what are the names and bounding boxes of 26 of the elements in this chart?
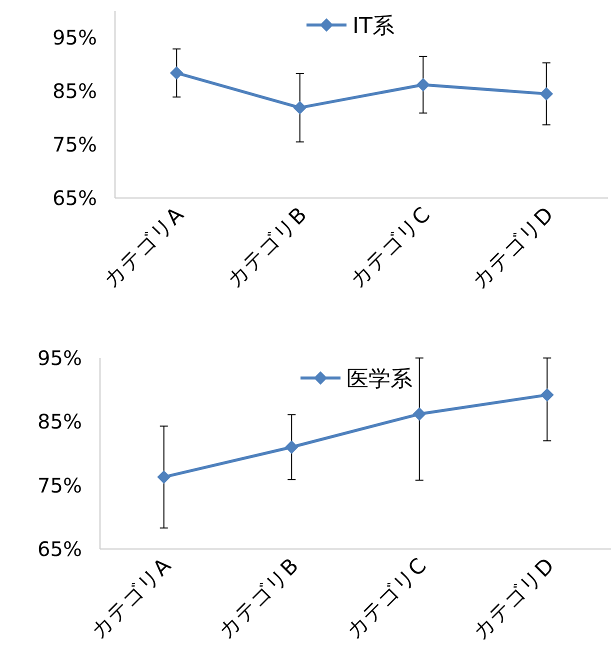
point [285, 440, 298, 454]
x-tick-label: カテゴリC [341, 554, 431, 644]
x-tick-label: カテゴリB [214, 554, 304, 643]
x-tick-label: カテゴリB [222, 202, 312, 292]
x-tick-label: カテゴリD [467, 202, 558, 294]
point [540, 87, 553, 100]
x-tick-label: カテゴリD [468, 554, 559, 644]
x-tick-label: カテゴリA [98, 202, 189, 292]
y-tick-label: 75% [38, 473, 82, 498]
point [170, 66, 184, 80]
point [412, 408, 426, 421]
legend-label: 医学系 [346, 367, 412, 392]
legend-label: IT系 [352, 14, 394, 39]
x-tick-label: カテゴリC [345, 202, 435, 292]
y-tick-label: 65% [38, 537, 82, 561]
point [157, 470, 170, 484]
point [540, 388, 554, 402]
point [293, 101, 306, 114]
x-tick-label: カテゴリA [86, 553, 176, 643]
y-tick-label: 75% [52, 132, 97, 157]
y-tick-label: 85% [38, 410, 82, 434]
y-tick-label: 95% [38, 346, 82, 370]
y-tick-label: 85% [52, 79, 97, 104]
y-tick-label: 95% [52, 26, 97, 50]
y-tick-label: 65% [52, 186, 97, 210]
point [416, 78, 430, 92]
